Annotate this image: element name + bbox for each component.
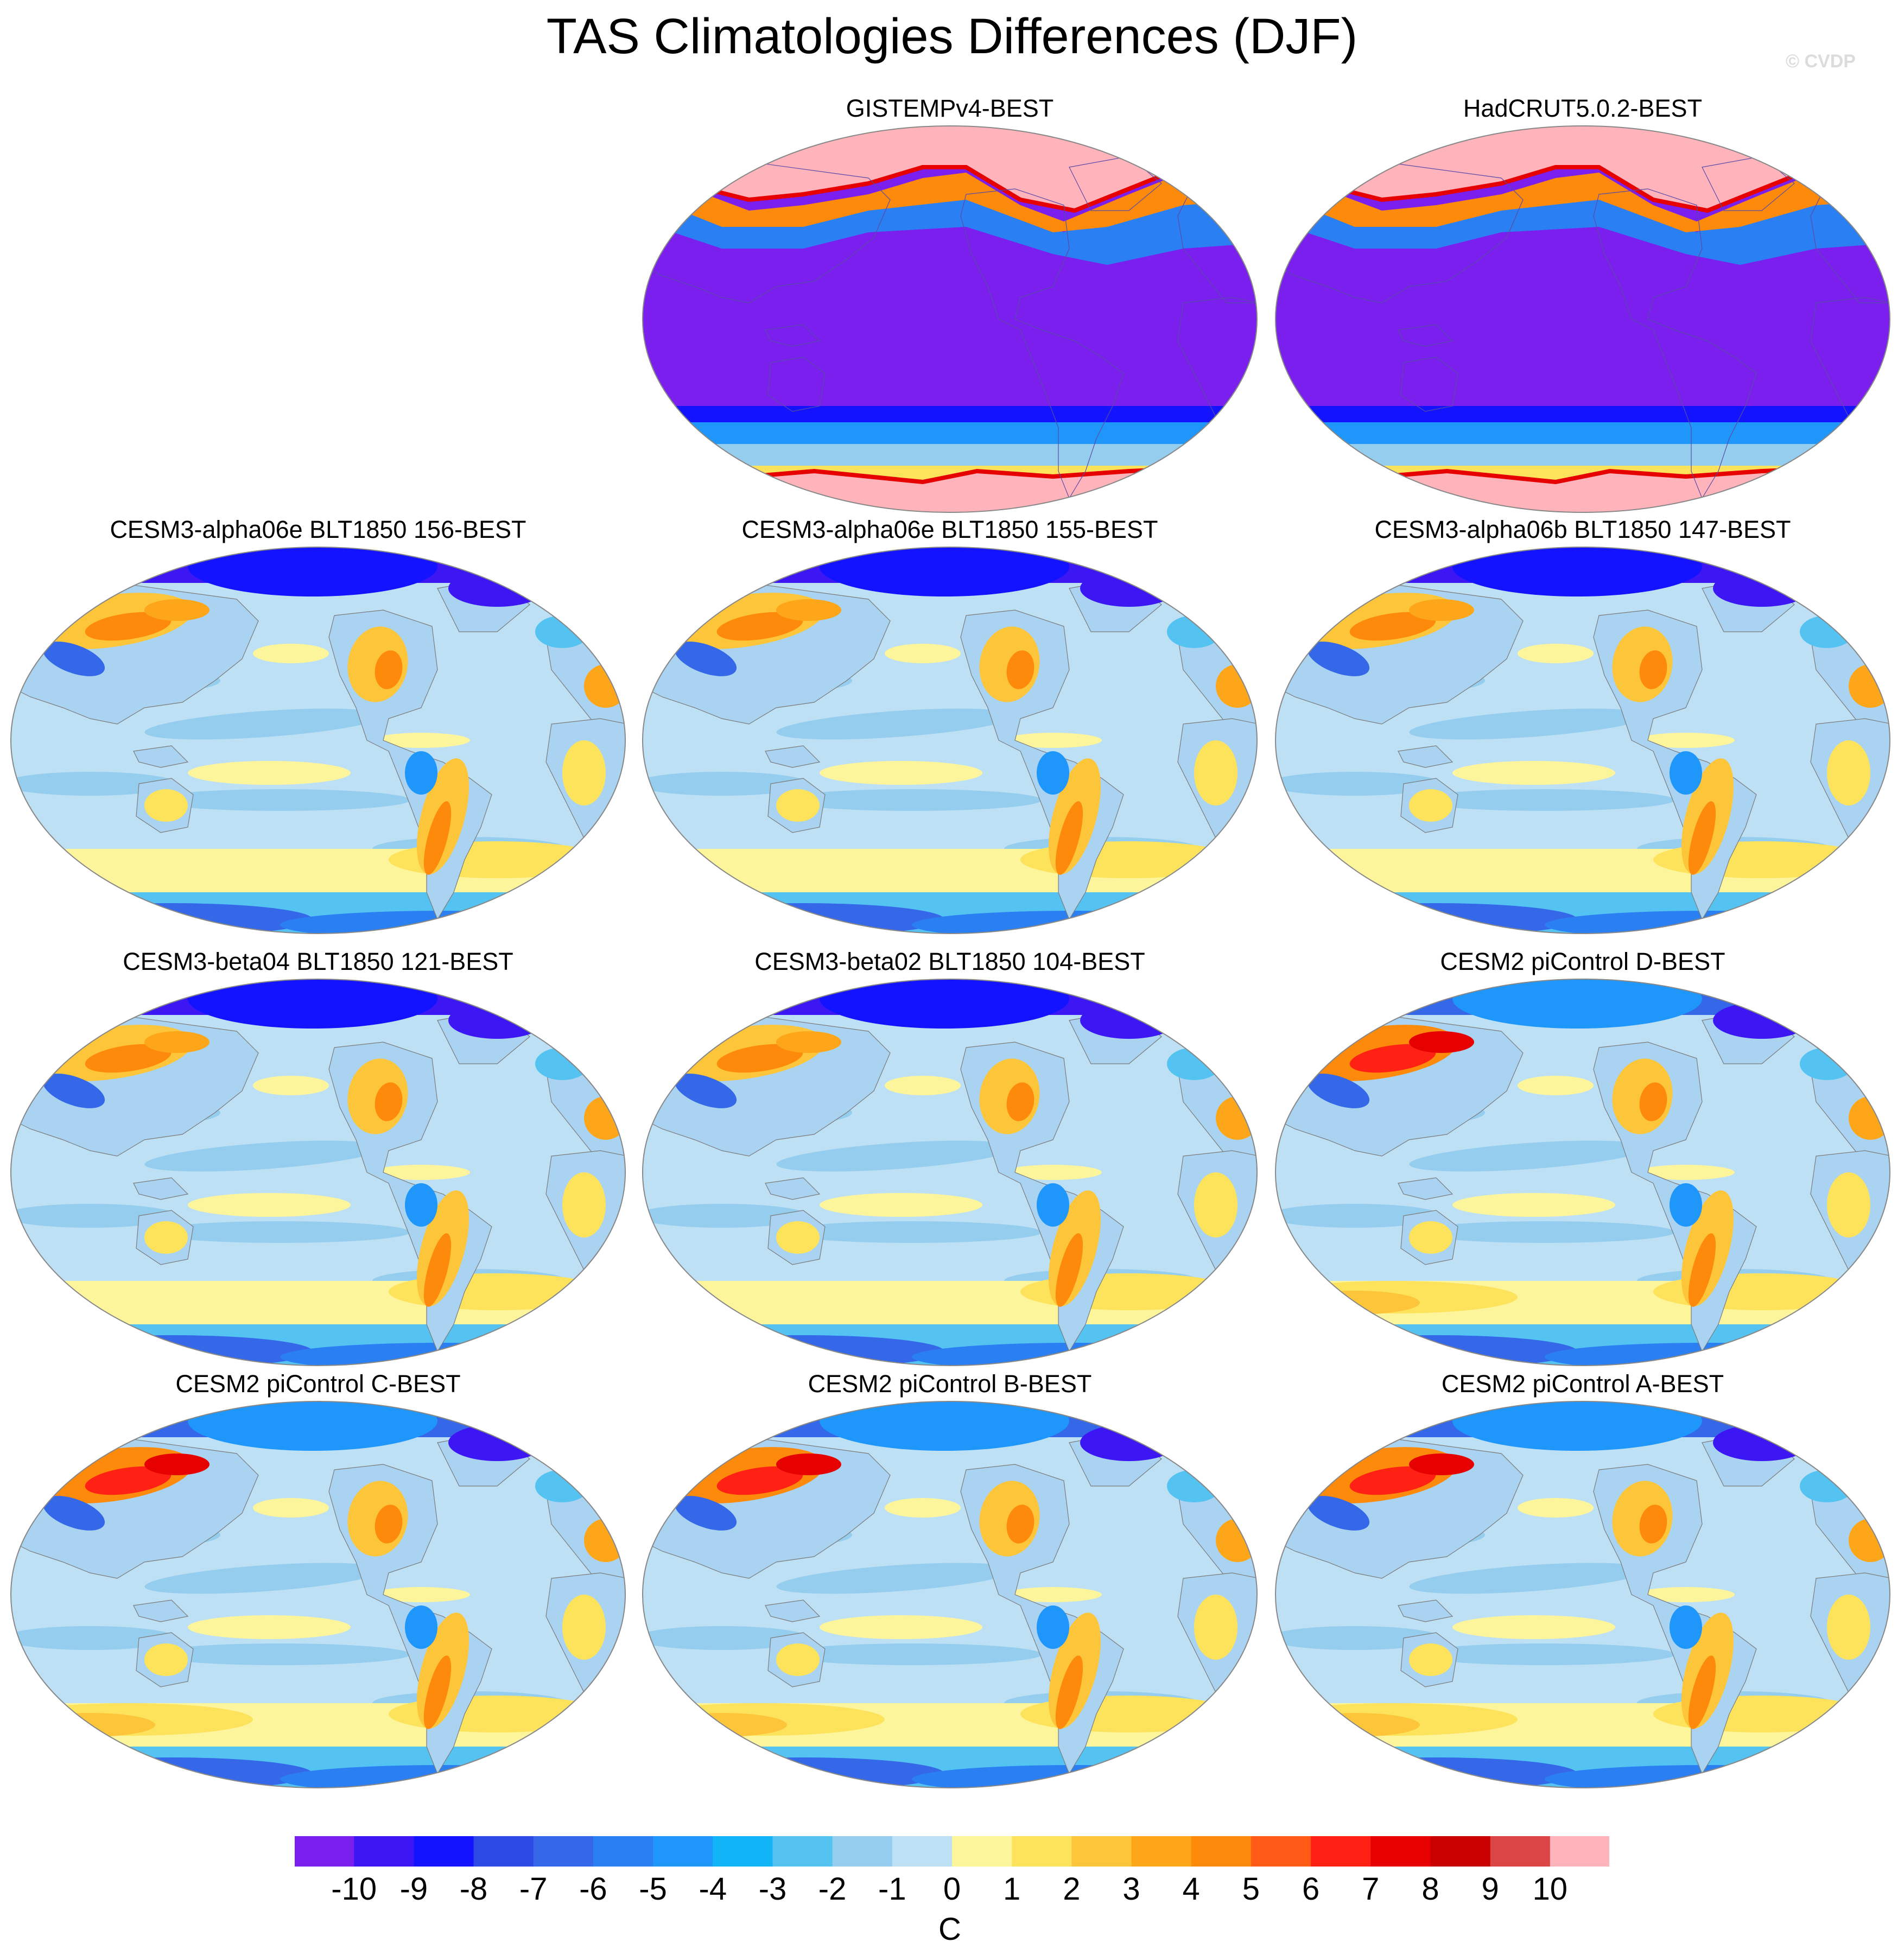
colorbar-swatch <box>414 1836 474 1867</box>
map-panel: CESM3-alpha06b BLT1850 147-BEST <box>1268 515 1897 949</box>
robinson-map <box>10 547 626 934</box>
colorbar-tick-label: 6 <box>1302 1871 1320 1907</box>
colorbar-tick-label: 3 <box>1122 1871 1140 1907</box>
robinson-map <box>1275 125 1890 513</box>
colorbar-swatch <box>713 1836 773 1867</box>
map-panel: CESM3-beta04 BLT1850 121-BEST <box>3 947 633 1381</box>
colorbar-tick-label: 1 <box>1003 1871 1021 1907</box>
map-plot <box>1273 124 1892 515</box>
colorbar-swatch <box>892 1836 953 1867</box>
colorbar-units: C <box>938 1912 961 1947</box>
colorbar-tick-label: 5 <box>1242 1871 1260 1907</box>
map-plot <box>9 977 627 1368</box>
figure-title: TAS Climatologies Differences (DJF) <box>546 9 1358 64</box>
colorbar-swatch <box>473 1836 534 1867</box>
colorbar-swatch <box>1012 1836 1072 1867</box>
colorbar-swatch <box>772 1836 833 1867</box>
map-panel: GISTEMPv4-BEST <box>635 93 1265 528</box>
colorbar-tick-label: -10 <box>331 1871 377 1907</box>
panel-title: CESM2 piControl C-BEST <box>175 1370 461 1398</box>
colorbar-tick-label: -4 <box>699 1871 727 1907</box>
colorbar-swatch <box>1550 1836 1610 1867</box>
panel-title: CESM3-alpha06e BLT1850 156-BEST <box>110 516 526 543</box>
colorbar-tick-label: 8 <box>1421 1871 1439 1907</box>
colorbar-swatch <box>653 1836 713 1867</box>
map-panel: CESM3-alpha06e BLT1850 155-BEST <box>635 515 1265 949</box>
panel-title: CESM2 piControl D-BEST <box>1440 948 1725 975</box>
panel-title: CESM3-beta04 BLT1850 121-BEST <box>123 948 513 975</box>
map-panel: CESM2 piControl A-BEST <box>1268 1369 1897 1803</box>
map-plot <box>1273 545 1892 936</box>
robinson-map <box>1275 979 1890 1366</box>
colorbar-swatch <box>1311 1836 1371 1867</box>
colorbar-swatch <box>1251 1836 1311 1867</box>
watermark-text: © CVDP <box>1786 51 1856 72</box>
colorbar-swatch <box>1490 1836 1551 1867</box>
panel-title: CESM3-beta02 BLT1850 104-BEST <box>754 948 1145 975</box>
colorbar-swatch <box>832 1836 893 1867</box>
map-plot <box>1273 977 1892 1368</box>
map-panel: CESM2 piControl D-BEST <box>1268 947 1897 1381</box>
map-plot <box>640 545 1259 936</box>
map-plot <box>640 124 1259 515</box>
panel-title: CESM3-alpha06b BLT1850 147-BEST <box>1374 516 1791 543</box>
colorbar-tick-label: 0 <box>943 1871 961 1907</box>
colorbar <box>294 1836 1610 1867</box>
map-panel: HadCRUT5.0.2-BEST <box>1268 93 1897 528</box>
map-plot <box>9 1399 627 1790</box>
colorbar-tick-label: 10 <box>1532 1871 1568 1907</box>
colorbar-swatch <box>1430 1836 1491 1867</box>
colorbar-swatch <box>294 1836 354 1867</box>
panel-title: CESM3-alpha06e BLT1850 155-BEST <box>741 516 1158 543</box>
colorbar-tick-label: 4 <box>1182 1871 1200 1907</box>
map-plot <box>1273 1399 1892 1790</box>
map-plot <box>640 977 1259 1368</box>
robinson-map <box>642 979 1258 1366</box>
robinson-map <box>10 979 626 1366</box>
colorbar-tick-label: 7 <box>1362 1871 1380 1907</box>
colorbar-swatch <box>1191 1836 1252 1867</box>
colorbar-swatch <box>533 1836 594 1867</box>
colorbar-swatch <box>952 1836 1012 1867</box>
robinson-map <box>1275 547 1890 934</box>
robinson-map <box>642 547 1258 934</box>
colorbar-swatch <box>354 1836 414 1867</box>
colorbar-tick-label: -8 <box>459 1871 488 1907</box>
colorbar-swatch <box>593 1836 653 1867</box>
map-panel: CESM3-beta02 BLT1850 104-BEST <box>635 947 1265 1381</box>
robinson-map <box>10 1401 626 1788</box>
robinson-map <box>1275 1401 1890 1788</box>
map-panel: CESM3-alpha06e BLT1850 156-BEST <box>3 515 633 949</box>
map-panel: CESM2 piControl B-BEST <box>635 1369 1265 1803</box>
robinson-map <box>642 1401 1258 1788</box>
colorbar-tick-label: 9 <box>1481 1871 1499 1907</box>
colorbar-tick-label: -3 <box>758 1871 787 1907</box>
colorbar-tick-label: -2 <box>818 1871 847 1907</box>
map-panel: CESM2 piControl C-BEST <box>3 1369 633 1803</box>
colorbar-graphic <box>294 1836 1610 1867</box>
colorbar-swatch <box>1131 1836 1192 1867</box>
panel-title: CESM2 piControl A-BEST <box>1441 1370 1724 1398</box>
panel-title: HadCRUT5.0.2-BEST <box>1463 94 1703 122</box>
colorbar-tick-label: -7 <box>519 1871 548 1907</box>
colorbar-tick-label: -1 <box>878 1871 906 1907</box>
colorbar-swatch <box>1370 1836 1431 1867</box>
map-plot <box>9 545 627 936</box>
colorbar-tick-label: -9 <box>399 1871 428 1907</box>
colorbar-tick-label: 2 <box>1063 1871 1081 1907</box>
panel-title: CESM2 piControl B-BEST <box>808 1370 1092 1398</box>
colorbar-tick-label: -5 <box>639 1871 667 1907</box>
colorbar-tick-label: -6 <box>579 1871 607 1907</box>
map-plot <box>640 1399 1259 1790</box>
colorbar-swatch <box>1071 1836 1132 1867</box>
panel-title: GISTEMPv4-BEST <box>846 94 1054 122</box>
robinson-map <box>642 125 1258 513</box>
